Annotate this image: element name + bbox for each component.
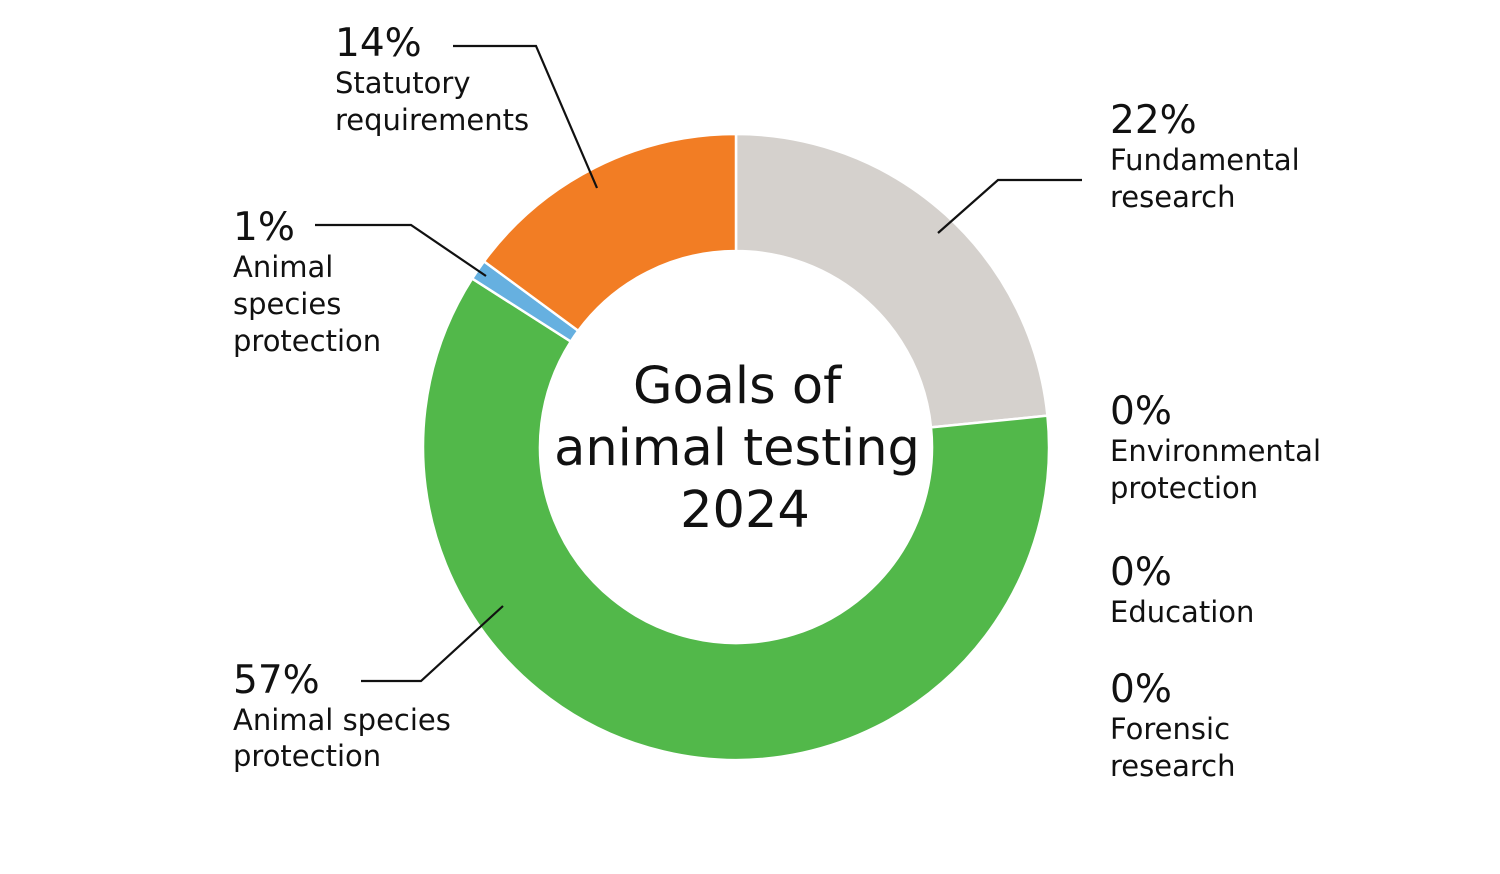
donut-slices (421, 132, 1051, 762)
center-title-line-1: Goals of (633, 357, 842, 416)
label-text-5-2: protection (233, 324, 381, 358)
leader-animal-species-protection-5 (315, 223, 487, 277)
center-title-line-2: animal testing (554, 419, 920, 478)
label-text-5-1: species (233, 287, 341, 321)
label-text-6-0: Statutory (335, 66, 471, 100)
label-value-6: 14% (335, 21, 422, 66)
label-text-1-0: Environmental (1110, 434, 1321, 468)
label-text-0-0: Fundamental (1110, 143, 1300, 177)
label-text-0-1: research (1110, 180, 1235, 214)
label-value-0: 22% (1110, 98, 1197, 143)
label-value-2: 0% (1110, 550, 1172, 595)
label-text-3-1: research (1110, 749, 1235, 783)
label-text-6-1: requirements (335, 103, 529, 137)
label-text-5-0: Animal (233, 250, 333, 284)
label-value-3: 0% (1110, 667, 1172, 712)
label-text-2-0: Education (1110, 595, 1254, 629)
leader-statutory-requirements-6 (453, 44, 599, 189)
label-text-3-0: Forensic (1110, 712, 1230, 746)
label-value-1: 0% (1110, 389, 1172, 434)
slice-statutory-requirements-6 (482, 132, 738, 333)
leader-fundamental-research-0 (937, 178, 1082, 234)
slice-fundamental-research-0 (734, 132, 1049, 429)
leader-lines (315, 44, 1082, 683)
slice-animal-species-protection-4 (421, 276, 1051, 762)
label-value-5: 1% (233, 205, 295, 250)
label-education-2: 0%Education (1110, 550, 1254, 629)
leader-animal-species-protection-4 (361, 605, 504, 683)
label-text-4-1: protection (233, 739, 381, 773)
center-title-line-3: 2024 (680, 481, 810, 540)
slice-labels: 22%Fundamentalresearch0%Environmentalpro… (233, 21, 1321, 783)
label-value-4: 57% (233, 658, 320, 703)
label-text-4-0: Animal species (233, 703, 451, 737)
label-text-1-1: protection (1110, 471, 1258, 505)
